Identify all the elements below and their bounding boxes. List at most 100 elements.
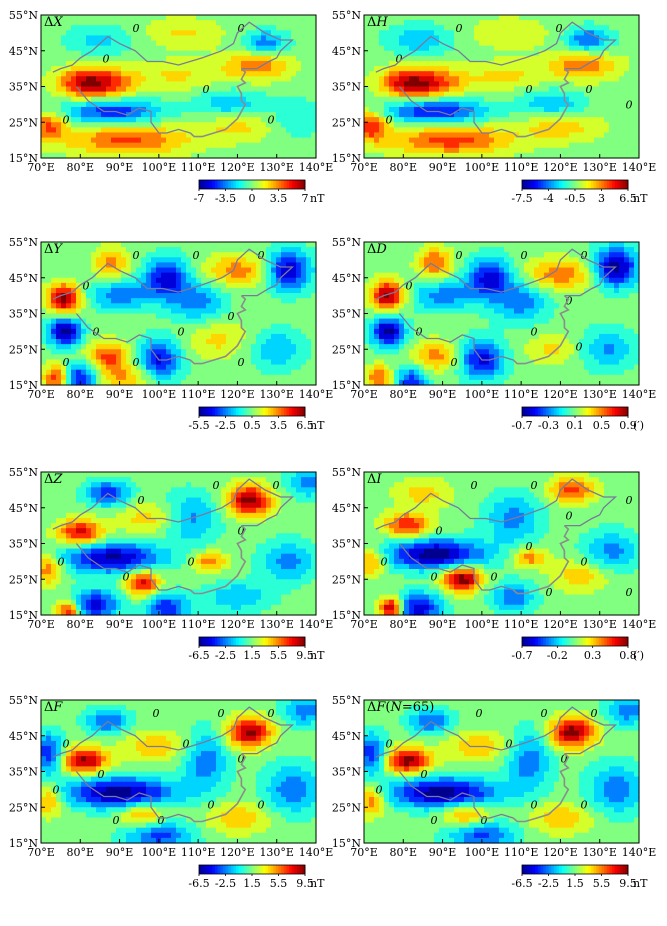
contour-cell xyxy=(231,127,237,134)
contour-cell xyxy=(261,344,267,350)
contour-cell xyxy=(141,252,147,258)
contour-cell xyxy=(106,101,112,108)
contour-cell xyxy=(86,318,92,325)
contour-cell xyxy=(176,252,182,258)
contour-cell xyxy=(161,35,167,42)
contour-cell xyxy=(266,60,272,67)
contour-cell xyxy=(271,71,277,77)
contour-cell xyxy=(311,252,317,258)
contour-cell xyxy=(71,308,77,315)
contour-cell xyxy=(364,40,370,47)
contour-cell xyxy=(599,127,605,134)
contour-cell xyxy=(86,344,92,350)
contour-cell xyxy=(439,15,445,21)
contour-cell xyxy=(96,247,102,253)
contour-cell xyxy=(226,96,232,103)
contour-cell xyxy=(439,101,445,108)
contour-cell xyxy=(211,247,217,253)
contour-cell xyxy=(474,247,480,253)
contour-cell xyxy=(126,313,132,320)
contour-cell xyxy=(559,55,565,62)
contour-cell xyxy=(156,349,162,355)
contour-cell xyxy=(389,112,395,118)
contour-cell xyxy=(171,96,177,103)
contour-cell xyxy=(364,20,370,26)
contour-cell xyxy=(51,76,57,82)
contour-cell xyxy=(624,76,630,82)
contour-cell xyxy=(91,374,97,381)
contour-cell xyxy=(151,40,157,47)
contour-cell xyxy=(599,30,605,37)
contour-cell xyxy=(226,15,232,21)
contour-cell xyxy=(106,147,112,154)
contour-cell xyxy=(539,81,545,88)
contour-cell xyxy=(216,272,222,279)
contour-cell xyxy=(311,20,317,26)
colorbar-segment xyxy=(596,180,600,189)
contour-cell xyxy=(609,30,615,37)
contour-cell xyxy=(161,86,167,93)
contour-cell xyxy=(216,76,222,82)
contour-cell xyxy=(121,323,127,330)
contour-cell xyxy=(271,318,277,325)
contour-cell xyxy=(176,71,182,77)
contour-cell xyxy=(206,45,212,52)
contour-cell xyxy=(261,112,267,118)
contour-cell xyxy=(261,127,267,134)
contour-cell xyxy=(71,247,77,253)
contour-cell xyxy=(226,328,232,335)
contour-cell xyxy=(166,117,172,123)
contour-cell xyxy=(151,333,157,340)
contour-cell xyxy=(66,147,72,154)
contour-cell xyxy=(96,60,102,67)
contour-cell xyxy=(236,308,242,315)
contour-cell xyxy=(271,272,277,279)
contour-cell xyxy=(266,333,272,340)
contour-cell xyxy=(281,298,287,304)
contour-cell xyxy=(464,25,470,31)
contour-cell xyxy=(509,66,515,72)
contour-cell xyxy=(271,354,277,361)
contour-cell xyxy=(266,354,272,361)
contour-cell xyxy=(101,349,107,355)
contour-cell xyxy=(301,81,307,88)
contour-cell xyxy=(554,242,560,248)
contour-cell xyxy=(71,40,77,47)
contour-cell xyxy=(251,86,257,93)
contour-cell xyxy=(444,152,450,159)
contour-cell xyxy=(206,20,212,26)
contour-cell xyxy=(499,137,505,144)
contour-cell xyxy=(306,35,312,42)
contour-cell xyxy=(181,262,187,269)
contour-cell xyxy=(444,81,450,88)
contour-cell xyxy=(429,132,435,139)
y-tick-label: 55°N xyxy=(332,9,361,22)
contour-cell xyxy=(271,142,277,149)
contour-cell xyxy=(71,50,77,57)
contour-cell xyxy=(196,96,202,103)
contour-cell xyxy=(589,117,595,123)
contour-cell xyxy=(101,86,107,93)
contour-cell xyxy=(559,96,565,103)
contour-cell xyxy=(146,66,152,72)
contour-cell xyxy=(251,379,257,386)
contour-cell xyxy=(301,122,307,128)
colorbar-tick-label: 6.5 xyxy=(296,419,314,432)
contour-cell xyxy=(424,30,430,37)
x-tick-label: 80°E xyxy=(67,161,95,174)
contour-cell xyxy=(306,106,312,113)
contour-cell xyxy=(524,30,530,37)
contour-cell xyxy=(116,369,122,376)
contour-cell xyxy=(126,354,132,361)
colorbar-segment xyxy=(204,407,208,416)
contour-cell xyxy=(604,25,610,31)
contour-cell xyxy=(91,147,97,154)
contour-cell xyxy=(41,132,47,139)
contour-cell xyxy=(529,81,535,88)
contour-cell xyxy=(201,35,207,42)
contour-cell xyxy=(96,15,102,21)
contour-cell xyxy=(136,339,142,345)
contour-cell xyxy=(559,122,565,128)
contour-cell xyxy=(41,96,47,103)
contour-cell xyxy=(86,272,92,279)
